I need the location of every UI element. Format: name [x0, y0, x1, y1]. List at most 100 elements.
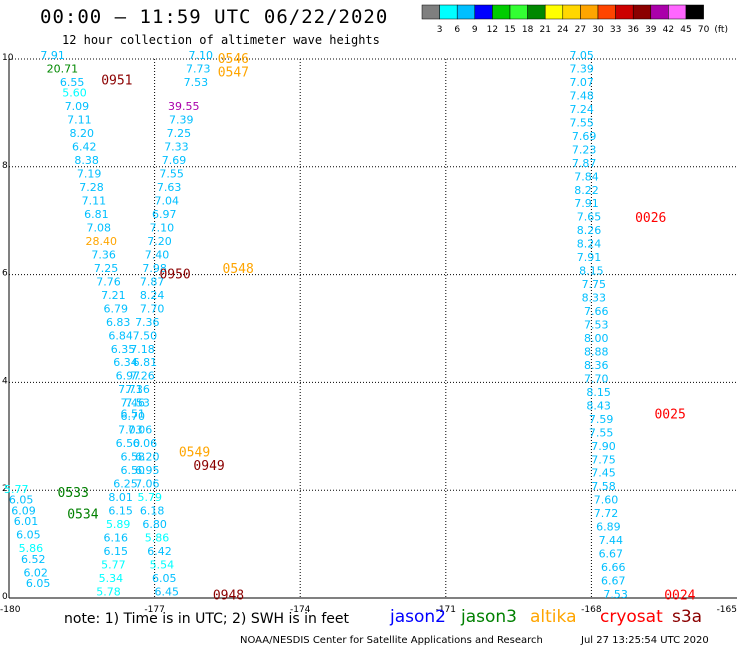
legend-altika: altika: [530, 607, 577, 627]
wave-height-value: 6.97: [152, 208, 177, 221]
color-scale-bar: 3 6 9 12 15 18 21 24 27 30 33 36 39 42 45 70 (ft): [421, 4, 728, 35]
wave-height-value: 8.26: [577, 224, 602, 237]
color-scale-label: 21: [539, 25, 550, 35]
wave-height-value: 8.15: [586, 386, 611, 399]
wave-height-value: 6.34: [113, 356, 138, 369]
wave-height-value: 5.34: [99, 572, 124, 585]
wave-height-value: 7.28: [79, 181, 104, 194]
x-tick-label: -165: [717, 605, 737, 615]
wave-height-value: 7.71: [118, 383, 143, 396]
x-tick-label: -177: [144, 605, 164, 615]
wave-height-value: 6.25: [113, 478, 138, 491]
wave-height-value: 7.23: [572, 143, 597, 156]
wave-height-value: 7.36: [91, 248, 116, 261]
wave-height-value: 8.15: [579, 265, 604, 278]
wave-height-value: 7.21: [101, 289, 126, 302]
wave-height-value: 8.43: [586, 399, 611, 412]
pass-time-label: 0026: [635, 211, 666, 226]
wave-height-value: 6.67: [599, 548, 624, 561]
color-scale-label: 42: [663, 25, 674, 35]
wave-height-value: 6.81: [133, 356, 158, 369]
wave-height-value: 7.20: [147, 235, 172, 248]
wave-height-value: 7.55: [159, 168, 184, 181]
wave-height-value: 7.87: [572, 157, 597, 170]
legend-s3a: s3a: [672, 607, 703, 627]
wave-height-value: 6.01: [14, 515, 39, 528]
wave-height-value: 6.51: [121, 407, 146, 420]
wave-height-value: 7.72: [594, 507, 619, 520]
wave-height-value: 7.06: [135, 478, 160, 491]
wave-height-value: 7.36: [125, 383, 150, 396]
color-scale-label: 45: [680, 25, 691, 35]
wave-height-value: 7.58: [591, 480, 616, 493]
wave-height-value: 7.40: [145, 248, 170, 261]
wave-height-value: 8.24: [577, 238, 602, 251]
wave-height-value: 7.90: [591, 440, 616, 453]
pass-time-label: 0533: [58, 486, 89, 501]
wave-height-value: 7.69: [572, 130, 597, 143]
wave-height-value: 6.05: [9, 494, 34, 507]
wave-height-value: 6.83: [106, 316, 131, 329]
wave-height-value: 6.95: [135, 464, 160, 477]
wave-height-value: 7.76: [96, 275, 121, 288]
wave-height-value: 6.58: [121, 451, 146, 464]
wave-height-value: 8.36: [584, 359, 609, 372]
x-tick-label: -171: [436, 605, 456, 615]
wave-height-value: 28.40: [85, 235, 117, 248]
wave-height-value: 7.46: [121, 397, 146, 410]
wave-height-value: 5.79: [137, 491, 162, 504]
footer-credit: NOAA/NESDIS Center for Satellite Applica…: [240, 635, 543, 646]
color-scale-label: 39: [645, 25, 657, 35]
wave-height-value: 7.87: [140, 275, 165, 288]
wave-height-value: 7.39: [569, 62, 594, 75]
wave-height-value: 7.44: [599, 534, 624, 547]
wave-height-value: 7.11: [67, 114, 92, 127]
wave-height-value: 6.05: [16, 529, 41, 542]
wave-height-value: 6.06: [133, 437, 158, 450]
wave-height-value: 6.50: [121, 464, 146, 477]
y-tick-label: 6: [2, 269, 8, 279]
wave-height-value: 7.65: [577, 211, 602, 224]
wave-height-value: 7.66: [584, 305, 609, 318]
wave-height-value: 6.66: [601, 561, 626, 574]
wave-height-value: 7.91: [577, 251, 602, 264]
color-scale-label: 30: [592, 25, 604, 35]
color-scale-label: 9: [472, 25, 478, 35]
wave-height-value: 8.00: [584, 332, 609, 345]
wave-height-value: 8.24: [140, 289, 165, 302]
wave-height-value: 6.80: [142, 518, 167, 531]
legend-jason3: jason3: [461, 607, 517, 627]
wave-height-value: 7.11: [82, 195, 107, 208]
wave-height-value: 6.70: [121, 410, 146, 423]
y-tick-label: 0: [2, 592, 8, 602]
wave-height-value: 7.75: [582, 278, 607, 291]
wave-height-value: 7.10: [188, 49, 213, 62]
wave-height-value: 5.60: [62, 87, 87, 100]
color-scale-label: 18: [522, 25, 534, 35]
wave-height-value: 6.81: [84, 208, 109, 221]
wave-height-value: 7.05: [569, 49, 594, 62]
y-tick-label: 2: [2, 484, 8, 494]
wave-height-value: 8.88: [584, 345, 609, 358]
color-scale-label: 27: [575, 25, 586, 35]
wave-height-value: 7.10: [150, 221, 175, 234]
wave-height-value: 7.70: [140, 302, 165, 315]
color-scale-label: 70: [698, 25, 710, 35]
wave-height-value: 7.07: [569, 76, 594, 89]
wave-height-value: 6.05: [26, 577, 51, 590]
wave-height-value: 5.77: [101, 558, 126, 571]
wave-height-value: 7.53: [125, 397, 150, 410]
wave-height-value: 7.45: [591, 467, 616, 480]
wave-height-value: 7.63: [157, 181, 182, 194]
wave-height-value: 5.89: [106, 518, 131, 531]
wave-height-value: 6.52: [21, 553, 46, 566]
x-tick-label: -180: [0, 605, 21, 615]
wave-height-value: 7.04: [154, 195, 179, 208]
page-title: 00:00 – 11:59 UTC 06/22/2020: [40, 6, 389, 28]
wave-height-value: 7.53: [584, 319, 609, 332]
wave-height-value: 7.91: [40, 49, 65, 62]
wave-height-value: 7.03: [118, 424, 143, 437]
wave-height-value: 7.19: [77, 168, 102, 181]
wave-height-value: 7.91: [574, 197, 599, 210]
